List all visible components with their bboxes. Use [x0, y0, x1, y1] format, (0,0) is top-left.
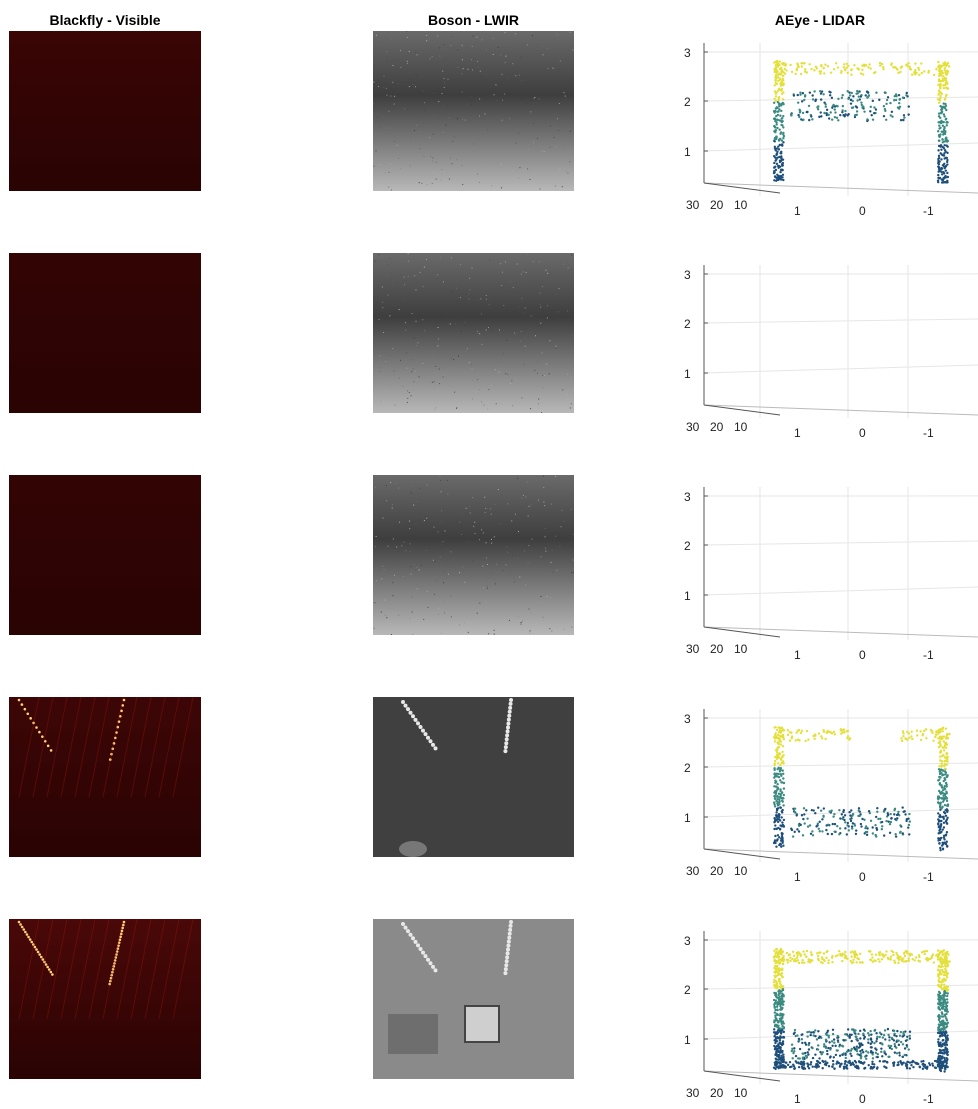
- lidar-y-tick: 2: [684, 317, 691, 331]
- lidar-y-tick: 3: [684, 490, 691, 504]
- lidar-x-tick: -1: [923, 648, 934, 662]
- lidar-y-tick: 3: [684, 934, 691, 948]
- visible-image: [9, 919, 201, 1079]
- lidar-x-tick: -1: [923, 426, 934, 440]
- title-visible: Blackfly - Visible: [9, 12, 201, 28]
- lidar-depth-tick: 10: [734, 198, 748, 212]
- lidar-depth-tick: 10: [734, 864, 748, 878]
- lwir-image: [373, 253, 574, 413]
- lidar-x-tick: 0: [859, 648, 866, 662]
- lidar-depth-tick: 10: [734, 1086, 748, 1100]
- lidar-y-tick: 2: [684, 983, 691, 997]
- title-lwir: Boson - LWIR: [373, 12, 574, 28]
- lidar-y-tick: 1: [684, 589, 691, 603]
- lidar-y-tick: 3: [684, 712, 691, 726]
- lidar-y-tick: 1: [684, 1033, 691, 1047]
- lidar-y-tick: 2: [684, 95, 691, 109]
- lwir-image: [373, 475, 574, 635]
- lidar-x-tick: 0: [859, 870, 866, 884]
- lidar-x-tick: 0: [859, 426, 866, 440]
- lidar-x-tick: 1: [794, 870, 801, 884]
- lidar-y-tick: 2: [684, 539, 691, 553]
- lidar-depth-tick: 20: [710, 642, 724, 656]
- lidar-y-tick: 1: [684, 811, 691, 825]
- lidar-depth-tick: 30: [686, 420, 700, 434]
- lidar-x-tick: -1: [923, 870, 934, 884]
- lidar-x-tick: 1: [794, 648, 801, 662]
- lidar-y-tick: 3: [684, 268, 691, 282]
- lidar-depth-tick: 30: [686, 642, 700, 656]
- lidar-x-tick: -1: [923, 1092, 934, 1106]
- lwir-image: [373, 31, 574, 191]
- lidar-depth-tick: 30: [686, 198, 700, 212]
- lidar-x-tick: 1: [794, 1092, 801, 1106]
- lidar-y-tick: 2: [684, 761, 691, 775]
- visible-image: [9, 31, 201, 191]
- lidar-depth-tick: 20: [710, 1086, 724, 1100]
- lidar-x-tick: -1: [923, 204, 934, 218]
- visible-image: [9, 475, 201, 635]
- lidar-x-tick: 0: [859, 1092, 866, 1106]
- lidar-y-tick: 3: [684, 46, 691, 60]
- lidar-x-tick: 1: [794, 426, 801, 440]
- lidar-depth-tick: 20: [710, 864, 724, 878]
- lidar-y-tick: 1: [684, 145, 691, 159]
- lidar-depth-tick: 10: [734, 420, 748, 434]
- title-lidar: AEye - LIDAR: [740, 12, 900, 28]
- lidar-depth-tick: 30: [686, 1086, 700, 1100]
- lwir-image: [373, 919, 574, 1079]
- visible-image: [9, 253, 201, 413]
- lidar-x-tick: 1: [794, 204, 801, 218]
- lidar-depth-tick: 20: [710, 198, 724, 212]
- visible-image: [9, 697, 201, 857]
- lidar-depth-tick: 30: [686, 864, 700, 878]
- lwir-image: [373, 697, 574, 857]
- lidar-y-tick: 1: [684, 367, 691, 381]
- lidar-depth-tick: 20: [710, 420, 724, 434]
- lidar-depth-tick: 10: [734, 642, 748, 656]
- lidar-x-tick: 0: [859, 204, 866, 218]
